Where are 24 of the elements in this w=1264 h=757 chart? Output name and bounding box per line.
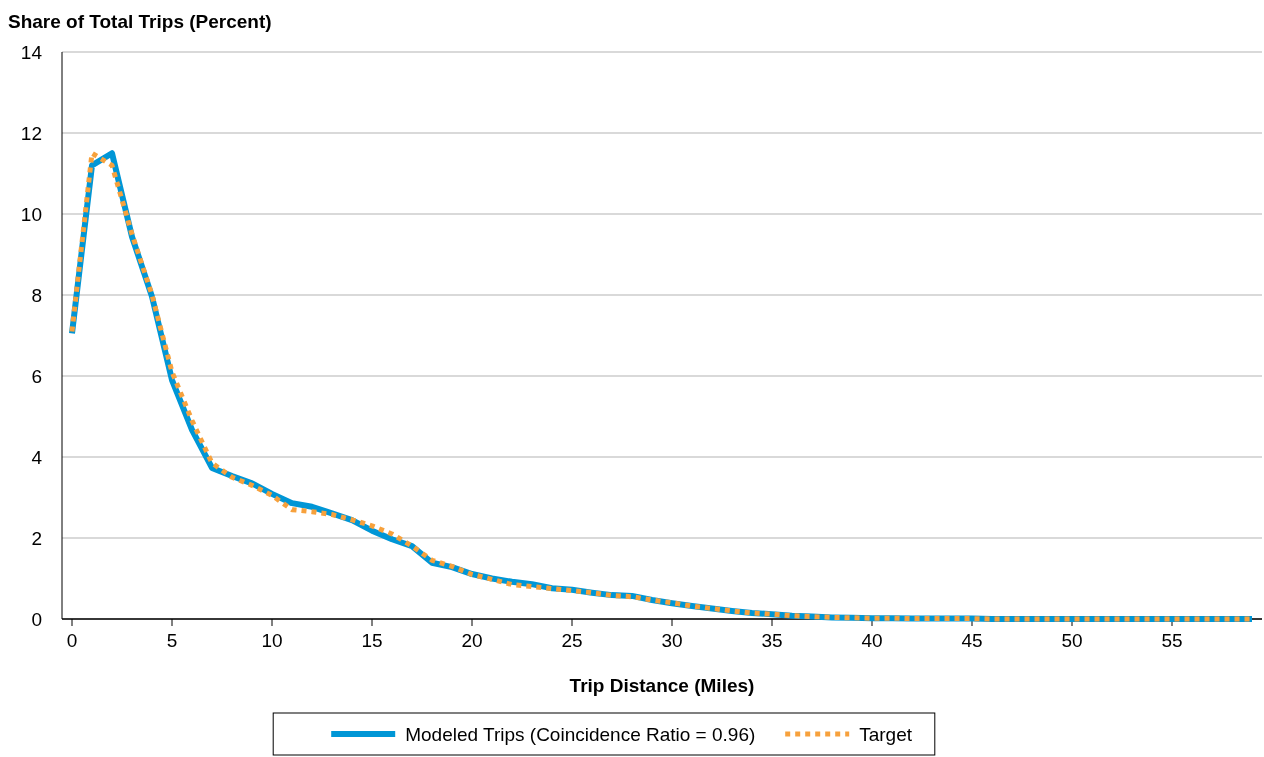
y-tick-label: 4	[31, 446, 43, 468]
legend-label: Target	[859, 723, 913, 745]
x-tick-label: 45	[961, 630, 983, 651]
x-tick-label: 55	[1161, 630, 1183, 651]
y-tick-label: 8	[31, 284, 42, 306]
y-tick-label: 10	[20, 203, 42, 225]
x-tick-label: 5	[166, 630, 178, 651]
y-tick-label: 14	[20, 41, 43, 63]
x-axis-title: Trip Distance (Miles)	[569, 675, 755, 696]
legend-label: Modeled Trips (Coincidence Ratio = 0.96)	[405, 723, 756, 745]
x-tick-label: 50	[1061, 630, 1083, 651]
x-tick-label: 40	[861, 630, 883, 651]
x-tick-label: 10	[261, 630, 283, 651]
x-tick-label: 30	[661, 630, 683, 651]
y-tick-label: 6	[31, 365, 42, 387]
y-axis-title: Share of Total Trips (Percent)	[8, 11, 272, 32]
x-tick-label: 0	[66, 630, 78, 651]
y-tick-label: 0	[31, 608, 42, 630]
x-tick-label: 20	[461, 630, 483, 651]
x-tick-label: 35	[761, 630, 783, 651]
y-tick-label: 12	[20, 122, 42, 144]
x-tick-label: 25	[561, 630, 583, 651]
x-tick-label: 15	[361, 630, 383, 651]
y-tick-label: 2	[31, 527, 42, 549]
